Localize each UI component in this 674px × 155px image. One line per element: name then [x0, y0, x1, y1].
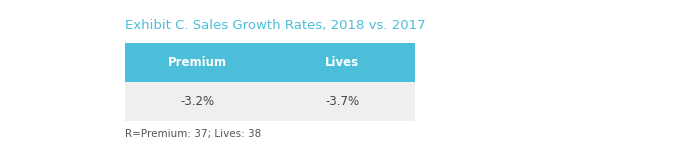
Text: -3.2%: -3.2% [180, 95, 214, 108]
Text: R=Premium: 37; Lives: 38: R=Premium: 37; Lives: 38 [125, 129, 261, 140]
FancyBboxPatch shape [125, 43, 270, 82]
Text: Exhibit C. Sales Growth Rates, 2018 vs. 2017: Exhibit C. Sales Growth Rates, 2018 vs. … [125, 19, 425, 32]
Text: Premium: Premium [168, 56, 226, 69]
Text: -3.7%: -3.7% [325, 95, 359, 108]
FancyBboxPatch shape [270, 43, 415, 82]
FancyBboxPatch shape [125, 82, 270, 121]
FancyBboxPatch shape [270, 82, 415, 121]
Text: Lives: Lives [325, 56, 359, 69]
